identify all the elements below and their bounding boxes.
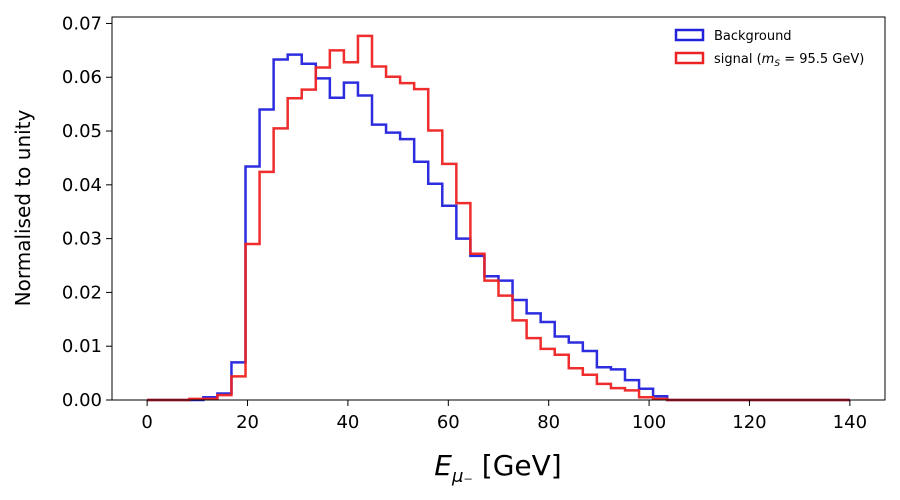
y-tick-label: 0.02 bbox=[62, 282, 102, 303]
legend-signal-m: m bbox=[762, 52, 775, 67]
x-axis-label-symbol: E bbox=[434, 449, 452, 482]
legend-swatch-signal bbox=[674, 51, 705, 65]
x-tick-label: 100 bbox=[632, 412, 666, 433]
x-axis-label: Eμ₋ [GeV] bbox=[434, 449, 561, 487]
x-tick-label: 60 bbox=[437, 412, 460, 433]
legend: Background signal (mS = 95.5 GeV) bbox=[674, 28, 864, 69]
series-signal-outline bbox=[147, 34, 850, 402]
y-tick-label: 0.01 bbox=[62, 336, 102, 357]
y-axis: 0.00 0.01 0.02 0.03 0.04 0.05 0.06 0.07 bbox=[62, 13, 112, 411]
x-tick-label: 40 bbox=[336, 412, 359, 433]
y-axis-label: Normalised to unity bbox=[11, 109, 35, 306]
legend-signal-sub: S bbox=[774, 59, 780, 69]
x-axis-label-unit: [GeV] bbox=[473, 449, 562, 482]
series-layer bbox=[147, 34, 850, 402]
x-axis: 0 20 40 60 80 100 120 140 bbox=[141, 400, 867, 433]
y-tick-label: 0.03 bbox=[62, 229, 102, 250]
x-tick-label: 0 bbox=[141, 412, 152, 433]
x-tick-label: 80 bbox=[537, 412, 560, 433]
legend-label-background: Background bbox=[714, 29, 792, 44]
legend-signal-suffix: = 95.5 GeV) bbox=[780, 52, 864, 67]
y-tick-label: 0.00 bbox=[62, 390, 102, 411]
x-axis-label-subscript: μ₋ bbox=[451, 466, 473, 487]
y-tick-label: 0.04 bbox=[62, 175, 102, 196]
x-tick-label: 120 bbox=[732, 412, 766, 433]
legend-swatch-background bbox=[674, 28, 705, 42]
x-tick-label: 140 bbox=[833, 412, 867, 433]
legend-signal-prefix: signal ( bbox=[714, 52, 762, 67]
plot-frame bbox=[111, 16, 886, 401]
y-tick-label: 0.07 bbox=[62, 13, 102, 34]
x-tick-label: 20 bbox=[236, 412, 259, 433]
plot-area-background bbox=[112, 17, 885, 400]
y-tick-label: 0.06 bbox=[62, 67, 102, 88]
y-tick-label: 0.05 bbox=[62, 121, 102, 142]
legend-label-signal: signal (mS = 95.5 GeV) bbox=[714, 52, 864, 69]
